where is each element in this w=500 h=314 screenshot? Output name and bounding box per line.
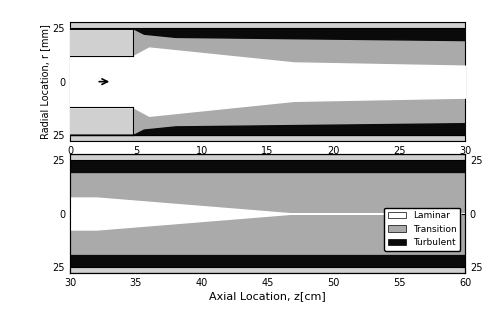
Legend: Laminar, Transition, Turbulent: Laminar, Transition, Turbulent	[384, 208, 460, 251]
Y-axis label: Radial Location, r [mm]: Radial Location, r [mm]	[40, 24, 50, 139]
X-axis label: Axial Location, z[cm]: Axial Location, z[cm]	[209, 291, 326, 301]
